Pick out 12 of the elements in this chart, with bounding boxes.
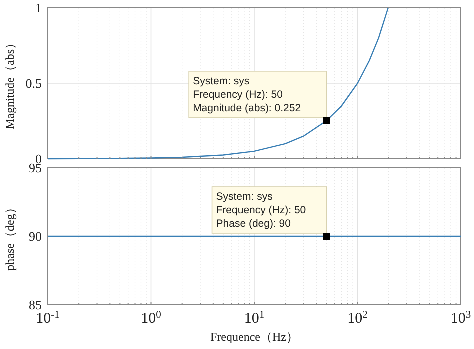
y-axis-title: phase（deg） (3, 202, 17, 271)
y-tick-label: 90 (29, 229, 42, 244)
y-tick-label: 0.5 (26, 76, 42, 92)
x-tick-label: 10$^{3}$ (450, 310, 472, 327)
x-tick-label: 10$^{1}$ (244, 310, 265, 327)
y-tick-label: 1 (36, 0, 42, 16)
x-tick-label: 10$^{0}$ (141, 310, 162, 327)
x-tick-label: 10$^{2}$ (348, 310, 368, 327)
x-axis-title: Frequence（Hz） (210, 330, 298, 344)
annotation: System: sys Frequency (Hz): 50 Magnitude (abs): 0.252 (193, 75, 302, 114)
annotation: System: sys Frequency (Hz): 50 Phase (deg): 90 (216, 191, 306, 230)
y-axis-title: Magnitude（abs） (3, 38, 17, 130)
